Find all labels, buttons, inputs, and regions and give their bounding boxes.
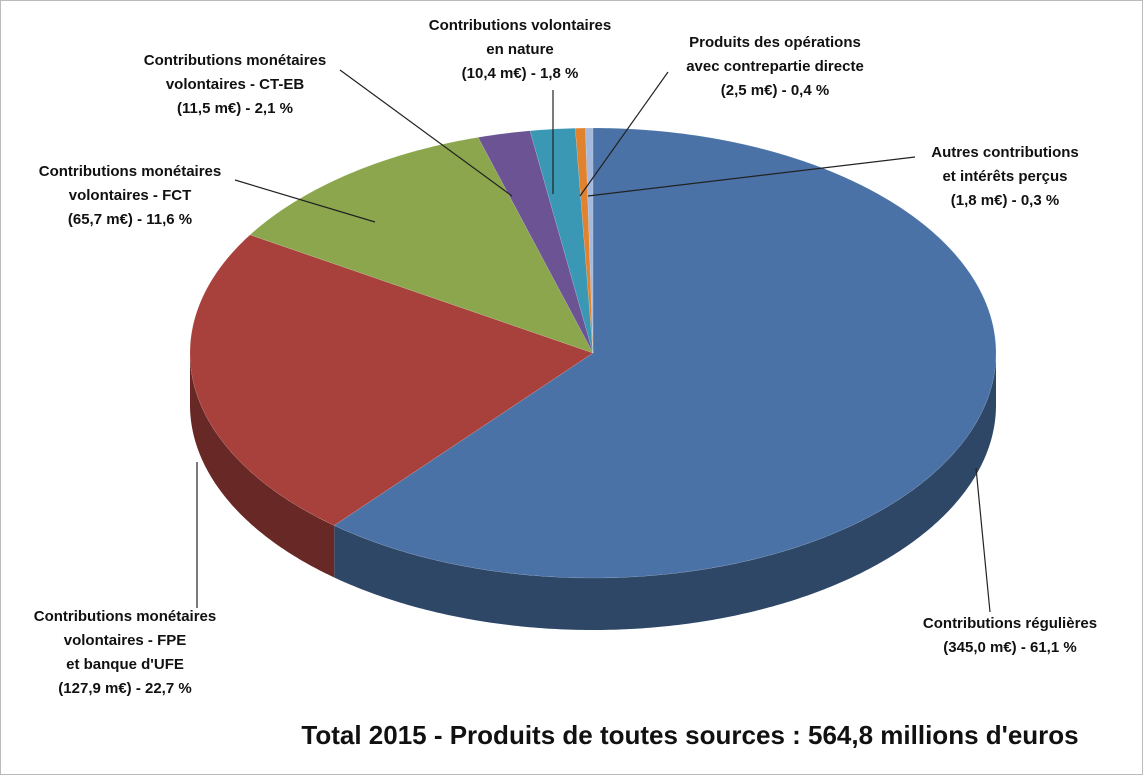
slice-label: Produits des opérations avec contrepartie… [686, 34, 864, 75]
value-label: (127,9 m€) - 22,7 % [58, 680, 191, 697]
pie-slice [249, 137, 594, 354]
pie-side [190, 353, 335, 578]
pie-slice [333, 127, 997, 579]
slice-label: Contributions monétaires volontaires - CT… [144, 52, 327, 93]
pie-slice [477, 130, 594, 354]
slice-label: Contributions volontaires en nature [429, 17, 612, 58]
value-label: (65,7 m€) - 11,6 % [68, 211, 192, 228]
leader-line [234, 179, 376, 223]
leader-line [975, 467, 991, 613]
slice-label: Contributions monétaires volontaires - FP… [34, 608, 217, 673]
pie-slice [575, 127, 594, 354]
leader-line [579, 71, 669, 197]
slice-label: Contributions régulières [923, 615, 1097, 632]
value-label: (11,5 m€) - 2,1 % [177, 100, 293, 117]
pie-side [334, 353, 996, 630]
labels: Contributions régulières (345,0 m€) - 61,… [34, 17, 1097, 697]
value-label: (2,5 m€) - 0,4 % [721, 82, 829, 99]
slice-label: Contributions monétaires volontaires - FC… [39, 163, 222, 204]
chart-title: Total 2015 - Produits de toutes sources … [301, 720, 1078, 750]
pie-tops [189, 127, 997, 579]
leader-line [587, 156, 916, 197]
leader-line [339, 69, 513, 197]
value-label: (345,0 m€) - 61,1 % [943, 639, 1076, 656]
value-label: (1,8 m€) - 0,3 % [951, 192, 1059, 209]
slice-label: Autres contributions et intérêts perçus [931, 144, 1079, 185]
value-label: (10,4 m€) - 1,8 % [462, 65, 579, 82]
pie-slice [585, 127, 594, 354]
pie-slice [189, 234, 594, 526]
pie-sides [190, 353, 996, 630]
